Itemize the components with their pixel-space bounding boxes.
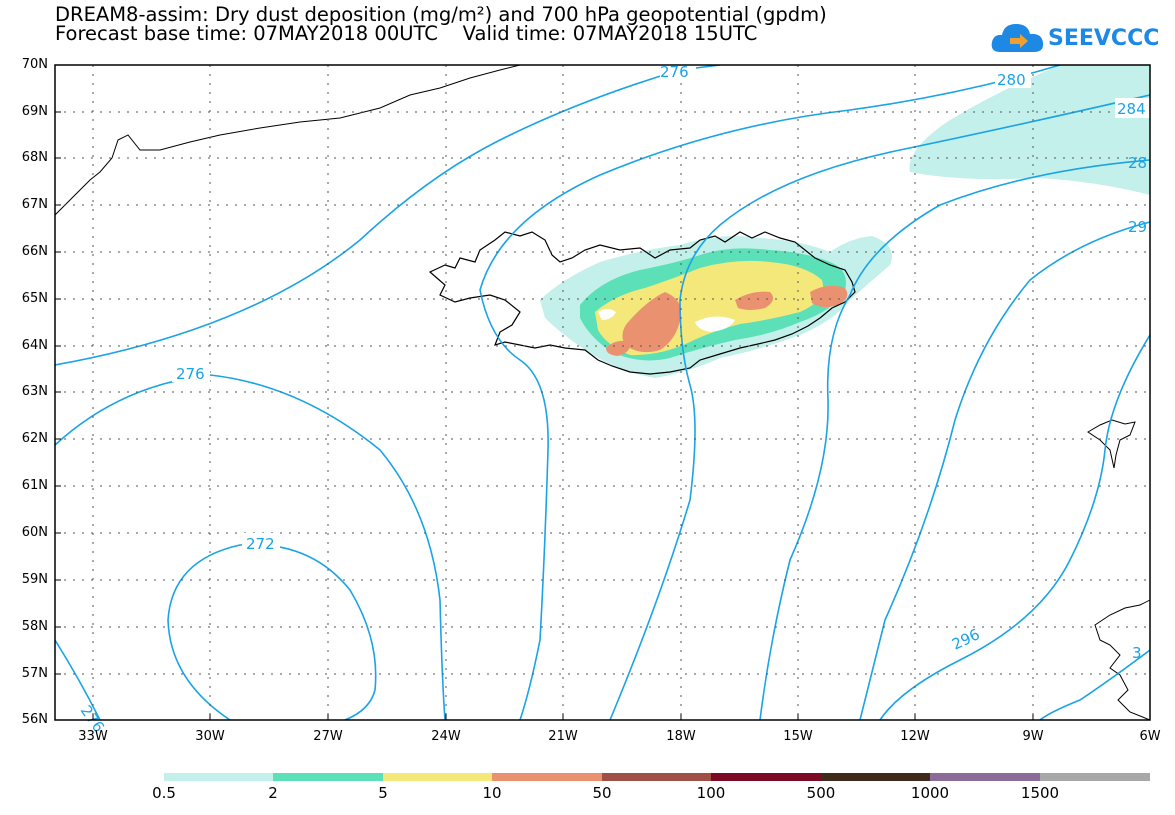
contour-label: 276 [660, 63, 689, 81]
lon-label: 6W [1139, 729, 1161, 744]
lon-label: 12W [900, 729, 930, 744]
map-title: DREAM8-assim: Dry dust deposition (mg/m²… [55, 3, 827, 26]
lat-label: 61N [21, 478, 48, 493]
lat-label: 57N [21, 666, 48, 681]
forecast-time-subtitle: Forecast base time: 07MAY2018 00UTC Vali… [55, 22, 758, 45]
colorbar-swatch [164, 773, 274, 781]
colorbar-label: 1000 [910, 784, 950, 802]
lat-label: 66N [21, 244, 48, 259]
contour-label: 272 [246, 535, 275, 553]
colorbar-label: 1500 [1020, 784, 1060, 802]
colorbar-label: 10 [482, 784, 502, 802]
lon-label: 27W [313, 729, 343, 744]
contour-label: 3 [1132, 644, 1142, 662]
contour-label: 280 [997, 71, 1026, 89]
lon-label: 24W [431, 729, 461, 744]
colorbar-swatch [1040, 773, 1150, 781]
lat-label: 70N [21, 57, 48, 72]
contour-label: 284 [1117, 100, 1146, 118]
contour-label: 29 [1128, 218, 1147, 236]
lat-label: 68N [21, 150, 48, 165]
lon-label: 30W [195, 729, 225, 744]
lat-label: 58N [21, 619, 48, 634]
lat-label: 67N [21, 197, 48, 212]
contour-292 [859, 221, 1150, 720]
logo-text: SEEVCCC [1048, 26, 1160, 51]
lon-label: 15W [783, 729, 813, 744]
lat-label: 69N [21, 104, 48, 119]
colorbar-label: 5 [378, 784, 388, 802]
contour-300 [1039, 649, 1150, 720]
dust-area-iceland [540, 236, 892, 378]
colorbar-label: 100 [696, 784, 726, 802]
seevccc-logo: SEEVCCC [990, 20, 1159, 60]
colorbar-swatch [930, 773, 1040, 781]
lon-label: 9W [1022, 729, 1044, 744]
contour-296 [879, 334, 1150, 720]
lat-label: 65N [21, 291, 48, 306]
colorbar-label: 0.5 [152, 784, 176, 802]
contour-276-north [55, 65, 721, 366]
contour-276-west [55, 374, 446, 720]
lat-label: 60N [21, 525, 48, 540]
colorbar-swatch [602, 773, 712, 781]
lon-label: 21W [548, 729, 578, 744]
colorbar-swatch [273, 773, 383, 781]
lat-label: 63N [21, 384, 48, 399]
lat-label: 59N [21, 572, 48, 587]
contour-label: 276 [176, 365, 205, 383]
colorbar-label: 50 [592, 784, 612, 802]
lat-label: 64N [21, 338, 48, 353]
axis-ticks [55, 111, 1034, 720]
lat-label: 62N [21, 431, 48, 446]
contour-label: 28 [1128, 154, 1147, 172]
greenland-coast [55, 65, 521, 216]
contour-284 [609, 94, 1150, 720]
contour-label: 296 [949, 625, 983, 653]
colorbar [164, 773, 1150, 781]
graticule [55, 65, 1150, 720]
contour-280 [479, 65, 1061, 720]
scotland-coast [1094, 599, 1150, 720]
colorbar-swatch [821, 773, 931, 781]
contour-288 [759, 159, 1150, 720]
colorbar-label: 500 [806, 784, 836, 802]
dust-area-northeast [909, 65, 1150, 195]
colorbar-swatch [492, 773, 602, 781]
faroe-islands [1087, 419, 1136, 469]
lat-label: 56N [21, 712, 48, 727]
cloud-icon [991, 24, 1044, 52]
lon-label: 33W [78, 729, 108, 744]
contour-272 [167, 543, 377, 720]
lon-label: 18W [666, 729, 696, 744]
contour-276-sw [55, 639, 101, 720]
colorbar-label: 2 [268, 784, 278, 802]
colorbar-swatch [383, 773, 493, 781]
colorbar-swatch [711, 773, 821, 781]
